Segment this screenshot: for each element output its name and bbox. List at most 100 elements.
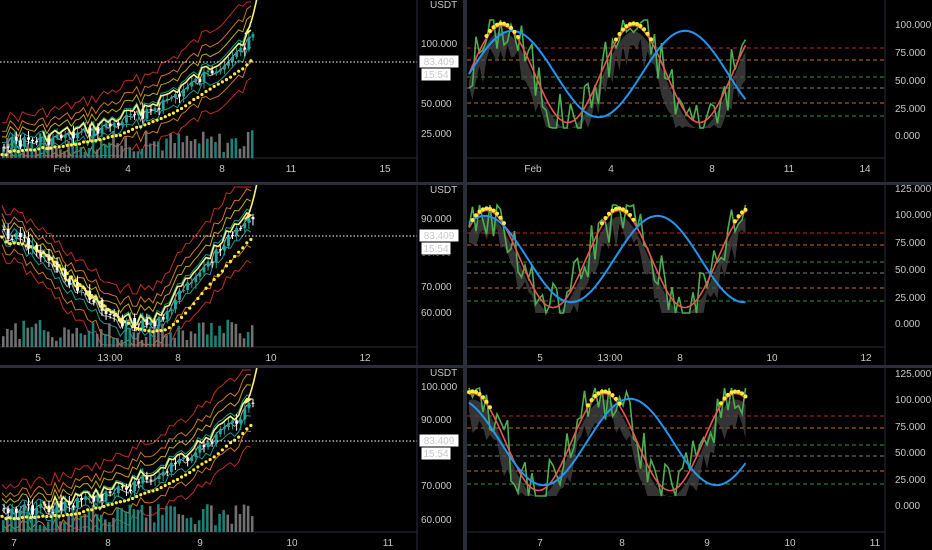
candle-body	[182, 290, 186, 292]
price-panel-1[interactable]: USDT100.00075.00050.00025.000Feb48111583…	[0, 0, 463, 182]
candle-body	[10, 508, 14, 513]
ma-dot	[184, 104, 188, 108]
volume-bar	[104, 333, 107, 347]
volume-bar	[34, 514, 38, 532]
ma-dot	[20, 515, 25, 520]
volume-bar	[144, 517, 148, 532]
volume-bar	[34, 150, 38, 158]
volume-bar	[206, 138, 209, 158]
volume-bar	[38, 524, 42, 532]
volume-bar	[79, 146, 83, 158]
candle-body	[23, 504, 26, 511]
osc-tick-label: 25.000	[895, 104, 926, 115]
price-panel-2[interactable]: USDT90.00080.00070.00060.000513:00810128…	[0, 185, 463, 365]
overbought-dot	[495, 211, 499, 216]
ma-dot	[208, 457, 212, 462]
price-tick-label: 90.000	[421, 214, 452, 225]
overbought-dot	[729, 390, 734, 395]
volume-bar	[59, 149, 62, 158]
ma-dot	[179, 106, 184, 111]
volume-bar	[242, 338, 246, 347]
volume-bar	[83, 334, 87, 347]
oscillator-panel-1[interactable]: 100.000 75.000 50.000 25.000 0.000 Feb 4 8 11 14	[467, 0, 932, 182]
candle-body	[169, 97, 173, 99]
ma-dot	[167, 481, 171, 486]
ma-dot	[224, 264, 229, 268]
candle-body	[194, 452, 198, 458]
ma-dot	[37, 515, 41, 519]
volume-bar	[59, 521, 62, 532]
ma-dot	[4, 153, 8, 157]
overbought-dot	[491, 208, 496, 213]
volume-bar	[197, 322, 201, 347]
volume-bar	[193, 139, 197, 158]
candle-body	[18, 140, 22, 147]
volume-bar	[91, 135, 95, 158]
ma-dot	[232, 254, 237, 259]
candle-body	[76, 132, 79, 139]
candle-body	[63, 134, 67, 138]
overbought-dot	[600, 389, 604, 394]
volume-bar	[99, 139, 103, 158]
price-panel-3[interactable]: USDT100.00090.00080.00070.00060.00078910…	[0, 368, 463, 550]
oscillator-chart-3[interactable]: 125.000 100.000 75.000 50.000 25.000 0.000 7 8 9…	[467, 368, 932, 550]
candle-body	[14, 233, 18, 240]
time-tick-label: 13:00	[97, 353, 122, 364]
price-chart-1[interactable]: USDT100.00075.00050.00025.000Feb48111583…	[0, 0, 463, 182]
price-chart-2[interactable]: USDT90.00080.00070.00060.000513:00810128…	[0, 185, 463, 365]
volume-bar	[218, 513, 221, 532]
ma-dot	[192, 302, 196, 306]
volume-bar	[99, 514, 103, 532]
volume-bar	[71, 134, 74, 158]
price-tick-label: 70.000	[421, 481, 452, 492]
overbought-dot	[614, 396, 618, 401]
candle-body	[222, 246, 226, 251]
overbought-dot	[621, 207, 625, 212]
ma-dot	[4, 240, 8, 244]
ma-dot	[188, 101, 192, 105]
candle-body	[227, 61, 230, 66]
ma-dot	[241, 431, 245, 436]
ma-dot	[175, 477, 180, 482]
ma-dot	[12, 241, 16, 245]
ma-dot	[102, 137, 106, 141]
column-separator[interactable]	[463, 0, 467, 550]
overbought-dot	[477, 392, 482, 397]
candle-body	[161, 316, 165, 320]
osc-time-tick-label: 8	[709, 164, 715, 175]
ma-dot	[130, 324, 135, 329]
volume-bar	[238, 148, 242, 158]
candle-body	[35, 141, 39, 143]
ma-dot	[90, 294, 94, 298]
oscillator-panel-3[interactable]: 125.000 100.000 75.000 50.000 25.000 0.000 7 8 9…	[467, 368, 932, 550]
candle-body	[14, 508, 18, 513]
candle-body	[149, 479, 153, 481]
candle-body	[169, 309, 173, 311]
oscillator-chart-2[interactable]: 125.000 100.000 75.000 50.000 25.000 0.000 5 13…	[467, 185, 932, 365]
volume-bar	[140, 504, 144, 532]
ma-dot	[24, 515, 29, 519]
ma-dot	[8, 242, 12, 246]
volume-bar	[18, 511, 21, 532]
oscillator-chart-1[interactable]: 100.000 75.000 50.000 25.000 0.000 Feb 4 8 11 14	[467, 0, 932, 182]
volume-bar	[206, 334, 209, 347]
candle-body	[125, 114, 128, 123]
candle-body	[153, 321, 157, 327]
overbought-dot	[743, 207, 748, 212]
volume-bar	[226, 514, 230, 532]
price-tick-label: 70.000	[421, 282, 452, 293]
bollinger-band-line	[1, 374, 251, 499]
candle-body	[235, 420, 239, 424]
oscillator-panel-2[interactable]: 125.000 100.000 75.000 50.000 25.000 0.000 5 13…	[467, 185, 932, 365]
countdown-label: 15:54	[423, 244, 448, 255]
volume-bar	[6, 138, 9, 158]
price-chart-3[interactable]: USDT100.00090.00080.00070.00060.00078910…	[0, 368, 463, 550]
volume-bar	[238, 514, 242, 532]
ma-dot	[37, 147, 41, 151]
time-tick-label: 8	[175, 353, 181, 364]
osc-tick-label: 125.000	[895, 185, 932, 195]
bollinger-band-line	[1, 188, 252, 307]
overbought-dot	[726, 392, 730, 397]
volume-bar	[136, 509, 140, 532]
ma-dot	[204, 286, 208, 290]
